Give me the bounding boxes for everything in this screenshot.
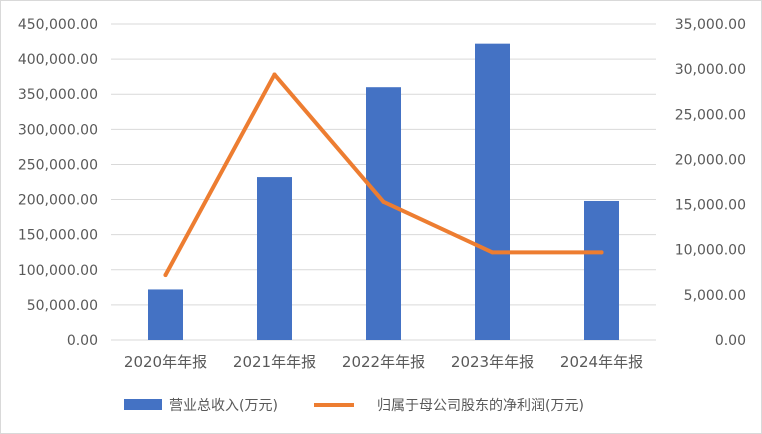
right-tick-label: 5,000.00 bbox=[684, 288, 746, 304]
legend: 营业总收入(万元) 归属于母公司股东的净利润(万元) bbox=[124, 397, 584, 414]
profit-line-point bbox=[381, 199, 386, 204]
left-axis-ticks: 0.00 50,000.00 100,000.00 150,000.00 200,000… bbox=[18, 17, 98, 349]
left-tick-label: 300,000.00 bbox=[18, 122, 98, 138]
right-tick-label: 10,000.00 bbox=[675, 243, 746, 259]
left-tick-label: 50,000.00 bbox=[27, 298, 98, 314]
left-tick-label: 250,000.00 bbox=[18, 157, 98, 173]
right-axis-ticks: 0.00 5,000.00 10,000.00 15,000.00 20,000.00 2… bbox=[675, 17, 746, 349]
left-tick-label: 450,000.00 bbox=[18, 17, 98, 33]
left-tick-label: 350,000.00 bbox=[18, 87, 98, 103]
x-tick-label: 2022年年报 bbox=[342, 353, 425, 371]
revenue-bar bbox=[584, 200, 619, 340]
right-tick-label: 35,000.00 bbox=[675, 17, 746, 33]
x-axis-labels: 2020年年报 2021年年报 2022年年报 2023年年报 2024年年报 bbox=[124, 353, 643, 371]
x-tick-label: 2023年年报 bbox=[451, 353, 534, 371]
right-tick-label: 15,000.00 bbox=[675, 198, 746, 214]
right-tick-label: 0.00 bbox=[715, 333, 746, 349]
right-tick-label: 25,000.00 bbox=[675, 107, 746, 123]
x-tick-label: 2024年年报 bbox=[560, 353, 643, 371]
revenue-bar bbox=[148, 289, 183, 340]
legend-swatch-revenue bbox=[124, 399, 162, 410]
revenue-bar bbox=[475, 43, 510, 340]
left-tick-label: 100,000.00 bbox=[18, 263, 98, 279]
left-tick-label: 150,000.00 bbox=[18, 228, 98, 244]
revenue-bar bbox=[366, 87, 401, 340]
profit-line-point bbox=[599, 250, 604, 255]
right-tick-label: 20,000.00 bbox=[675, 152, 746, 168]
right-tick-label: 30,000.00 bbox=[675, 62, 746, 78]
profit-line-point bbox=[163, 272, 168, 277]
profit-line-point bbox=[272, 72, 277, 77]
legend-label-profit: 归属于母公司股东的净利润(万元) bbox=[377, 397, 584, 414]
legend-label-revenue: 营业总收入(万元) bbox=[169, 398, 278, 414]
left-tick-label: 400,000.00 bbox=[18, 52, 98, 68]
x-tick-label: 2020年年报 bbox=[124, 353, 207, 371]
profit-line-point bbox=[490, 250, 495, 255]
profit-line bbox=[163, 72, 604, 277]
left-tick-label: 200,000.00 bbox=[18, 193, 98, 209]
x-tick-label: 2021年年报 bbox=[233, 353, 316, 371]
revenue-bar bbox=[257, 177, 292, 340]
revenue-bars bbox=[148, 43, 619, 340]
left-tick-label: 0.00 bbox=[67, 333, 98, 349]
